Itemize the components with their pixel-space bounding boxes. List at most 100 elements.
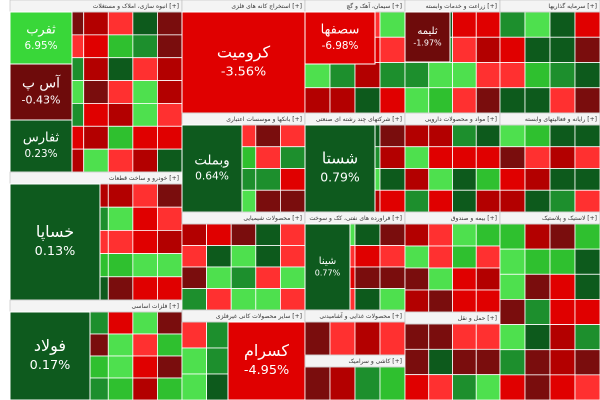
stock-tile (475, 323, 501, 350)
stock-tile (428, 323, 453, 350)
stock-tile (452, 374, 477, 400)
stock-tile (107, 377, 134, 400)
stock-tile (304, 223, 351, 311)
stock-tile (574, 248, 600, 275)
stock-tile (279, 223, 306, 246)
sector-header: [+] شرکتهای چند رشته ای صنعتی (316, 116, 402, 123)
stock-tile (9, 311, 91, 400)
stock-tile (428, 289, 453, 313)
stock-tile (279, 189, 306, 213)
stock-tile (428, 223, 453, 247)
stock-tile (574, 223, 600, 250)
stock-tile (452, 245, 477, 269)
stock-tile (107, 148, 134, 173)
stock-tile (549, 273, 576, 300)
stock-tile (354, 288, 381, 311)
sector: [+] محصولات شیمیایی (181, 211, 306, 311)
sector: [+] کاشی و سرامیک (304, 354, 406, 400)
stock-tile (304, 62, 331, 89)
stock-tile (107, 355, 134, 379)
stock-tile (255, 124, 281, 148)
sector-header: [+] خودرو و ساخت قطعات (109, 175, 179, 182)
stock-tile (157, 276, 183, 301)
stock-tile (452, 348, 477, 376)
stock-tile (157, 57, 183, 81)
stock-tile (279, 146, 306, 169)
stock-tile (404, 11, 451, 63)
stock-tile (157, 34, 183, 59)
stock-change: 0.77% (315, 269, 341, 278)
stock-tile (181, 288, 208, 311)
stock-tile (428, 62, 453, 89)
stock-symbol: کرومیت (217, 42, 271, 62)
stock-tile (206, 373, 232, 400)
stock-change: 0.79% (320, 169, 360, 184)
stock-tile (499, 324, 526, 351)
stock-tile (9, 183, 101, 301)
stock-tile (181, 124, 243, 213)
stock-tile (475, 374, 501, 400)
stock-tile (354, 366, 381, 400)
stock-tile (279, 266, 306, 289)
stock-tile (428, 267, 453, 291)
stock-tile (499, 11, 526, 38)
stock-tile (132, 148, 158, 173)
stock-tile (549, 87, 576, 114)
stock-tile (499, 273, 526, 300)
sector-header: [+] کاشی و سرامیک (349, 358, 402, 365)
stock-change: 0.23% (24, 148, 57, 160)
stock-tile (304, 321, 331, 356)
stock-tile (379, 87, 406, 114)
stock-tile (132, 377, 158, 400)
stock-tile (354, 62, 381, 89)
stock-symbol: کسرام (244, 341, 289, 361)
stock-tile (379, 36, 406, 63)
stock-tile (181, 373, 208, 400)
sector-header: [+] انبوه سازی، املاک و مستغلات (93, 2, 179, 10)
stock-change: -1.97% (413, 39, 442, 48)
stock-tile (549, 299, 576, 325)
stock-tile (304, 11, 376, 65)
stock-tile (404, 374, 430, 400)
stock-tile (157, 229, 183, 254)
stock-tile (428, 146, 453, 169)
stock-tile (549, 124, 576, 148)
stock-change: -3.56% (221, 65, 266, 80)
stock-tile (329, 87, 356, 114)
stock-tile (255, 245, 281, 268)
stock-tile (255, 146, 281, 169)
stock-symbol: خساپا (36, 222, 74, 242)
stock-tile (475, 124, 501, 148)
stock-tile (524, 273, 551, 300)
stock-tile (452, 289, 477, 313)
sector-header: [+] محصولات غذایی و آشامیدنی (319, 311, 402, 320)
sector-header-bg (499, 211, 600, 225)
stock-tile (354, 87, 381, 114)
stock-tile (157, 355, 183, 379)
stock-tile (524, 146, 551, 169)
stock-tile (499, 248, 526, 275)
sector: [+] مواد و محصولات دارویی (404, 112, 501, 213)
stock-tile (255, 266, 281, 289)
stock-change: 0.17% (30, 358, 71, 373)
stock-tile (549, 223, 576, 250)
stock-tile (574, 36, 600, 63)
stock-tile (379, 146, 406, 169)
stock-tile (428, 348, 453, 376)
stock-tile (132, 253, 158, 278)
stock-tile (379, 245, 406, 268)
stock-tile (475, 267, 501, 291)
stock-tile (107, 183, 134, 208)
stock-tile (255, 223, 281, 246)
sector: [+] فلزات اساسی فولاد 0.17% (9, 299, 183, 400)
stock-tile (428, 245, 453, 269)
stock-tile (379, 124, 406, 148)
stock-tile (181, 266, 208, 289)
stock-tile (499, 124, 526, 148)
stock-tile (227, 321, 306, 400)
stock-tile (132, 355, 158, 379)
stock-tile (107, 229, 134, 254)
sector-header: [+] حمل و نقل (458, 315, 497, 322)
stock-tile (524, 124, 551, 148)
